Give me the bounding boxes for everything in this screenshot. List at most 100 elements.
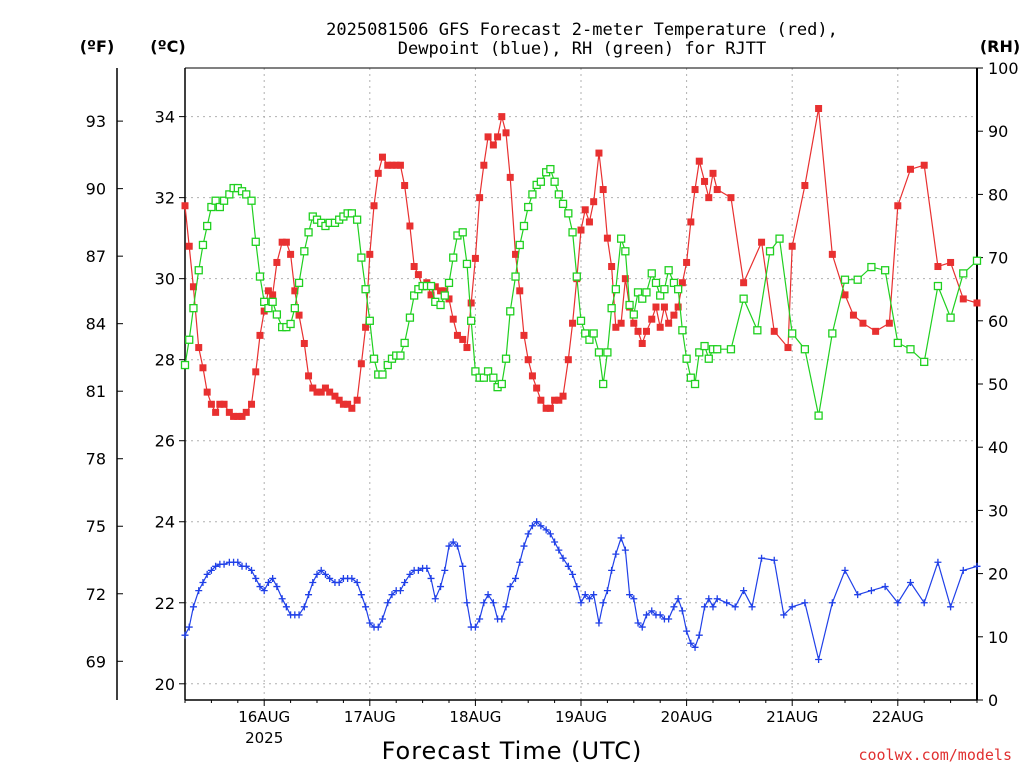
celsius-tick-label: 32 — [155, 189, 175, 208]
temperature-point — [220, 400, 228, 408]
dewpoint-point — [366, 619, 374, 627]
rh-point — [225, 190, 234, 199]
dewpoint-point — [881, 583, 889, 591]
temperature-point — [569, 319, 577, 327]
fahrenheit-tick-label: 90 — [86, 180, 106, 199]
temperature-point — [449, 315, 457, 323]
temperature-point — [841, 291, 849, 299]
temperature-point — [471, 254, 479, 262]
credit-link[interactable]: coolwx.com/models — [858, 746, 1012, 764]
temperature-point — [634, 327, 642, 335]
rh-tick-label: 100 — [988, 59, 1019, 78]
dewpoint-point — [595, 619, 603, 627]
dewpoint-point — [300, 603, 308, 611]
dewpoint-point — [788, 603, 796, 611]
temperature-point — [282, 238, 290, 246]
temperature-point — [638, 339, 646, 347]
dewpoint-point — [498, 615, 506, 623]
rh-point — [497, 379, 506, 389]
temperature-point — [524, 356, 532, 364]
temperature-point — [537, 396, 545, 404]
rh-point — [664, 266, 673, 275]
dewpoint-point — [713, 595, 721, 603]
rh-point — [410, 291, 419, 300]
rh-point — [594, 348, 604, 357]
rh-point — [633, 288, 643, 297]
temperature-point — [207, 400, 215, 408]
dewpoint-point — [621, 546, 629, 554]
dewpoint-point — [207, 566, 215, 574]
dewpoint-point — [374, 623, 382, 631]
temperature-point — [467, 299, 475, 307]
dewpoint-point — [780, 611, 788, 619]
temperature-point — [894, 202, 902, 210]
rh-point — [550, 177, 559, 186]
series-rh — [180, 164, 982, 420]
dewpoint-point — [683, 627, 691, 635]
rh-point — [867, 262, 876, 272]
dewpoint-point — [656, 611, 664, 619]
temperature-point — [713, 186, 721, 194]
rh-point — [674, 285, 683, 294]
rh-point — [361, 285, 370, 294]
temperature-point — [849, 311, 857, 319]
temperature-point — [788, 242, 796, 250]
dewpoint-point — [665, 615, 673, 623]
dewpoint-point — [670, 603, 678, 611]
rh-point — [660, 285, 669, 294]
temperature-point — [374, 169, 382, 177]
rh-point — [690, 379, 700, 389]
rh-point — [436, 300, 445, 310]
temperature-point — [656, 323, 664, 331]
dewpoint-point — [326, 574, 334, 582]
rh-point — [260, 297, 269, 306]
temperature-point — [248, 400, 256, 408]
rh-point — [893, 338, 902, 348]
rh-point — [247, 196, 256, 205]
temperature-point — [533, 384, 541, 392]
dewpoint-point — [590, 591, 598, 599]
temperature-point — [512, 250, 520, 258]
temperature-point — [577, 226, 585, 234]
dewpoint-point — [423, 564, 431, 572]
rh-point — [686, 373, 695, 382]
rh-point — [294, 278, 304, 288]
rh-point — [638, 294, 647, 303]
temperature-point — [801, 181, 809, 189]
rh-point — [272, 310, 282, 319]
temperature-point — [687, 218, 695, 226]
dewpoint-point — [445, 542, 453, 550]
rh-point — [704, 354, 713, 363]
dewpoint-point — [317, 566, 325, 574]
rh-point — [946, 313, 955, 322]
dewpoint-point — [264, 579, 272, 587]
temperature-point — [660, 303, 668, 311]
temperature-point — [287, 250, 295, 258]
temperature-point — [642, 327, 650, 335]
dewpoint-point — [709, 603, 717, 611]
temperature-point — [959, 295, 967, 303]
temperature-point — [410, 263, 418, 271]
celsius-tick-label: 20 — [155, 675, 175, 694]
dewpoint-point — [542, 526, 550, 534]
rh-point — [828, 329, 837, 338]
rh-tick-label: 90 — [988, 122, 1008, 141]
dewpoint-point — [242, 562, 250, 570]
temperature-point — [295, 311, 303, 319]
temperature-point — [599, 186, 607, 194]
temperature-point — [362, 323, 370, 331]
dewpoint-point — [453, 542, 461, 550]
rh-point — [564, 209, 573, 218]
dewpoint-point — [401, 579, 409, 587]
temperature-point — [621, 275, 629, 283]
rh-point — [972, 256, 982, 265]
rh-point — [251, 237, 260, 246]
dewpoint-point — [648, 607, 656, 615]
rh-tick-label: 0 — [988, 691, 998, 710]
dewpoint-point — [212, 562, 220, 570]
dewpoint-point — [723, 599, 731, 607]
dewpoint-point — [185, 623, 193, 631]
time-tick-sublabel: 2025 — [245, 729, 283, 747]
temperature-point — [740, 279, 748, 287]
series-line — [184, 108, 978, 417]
